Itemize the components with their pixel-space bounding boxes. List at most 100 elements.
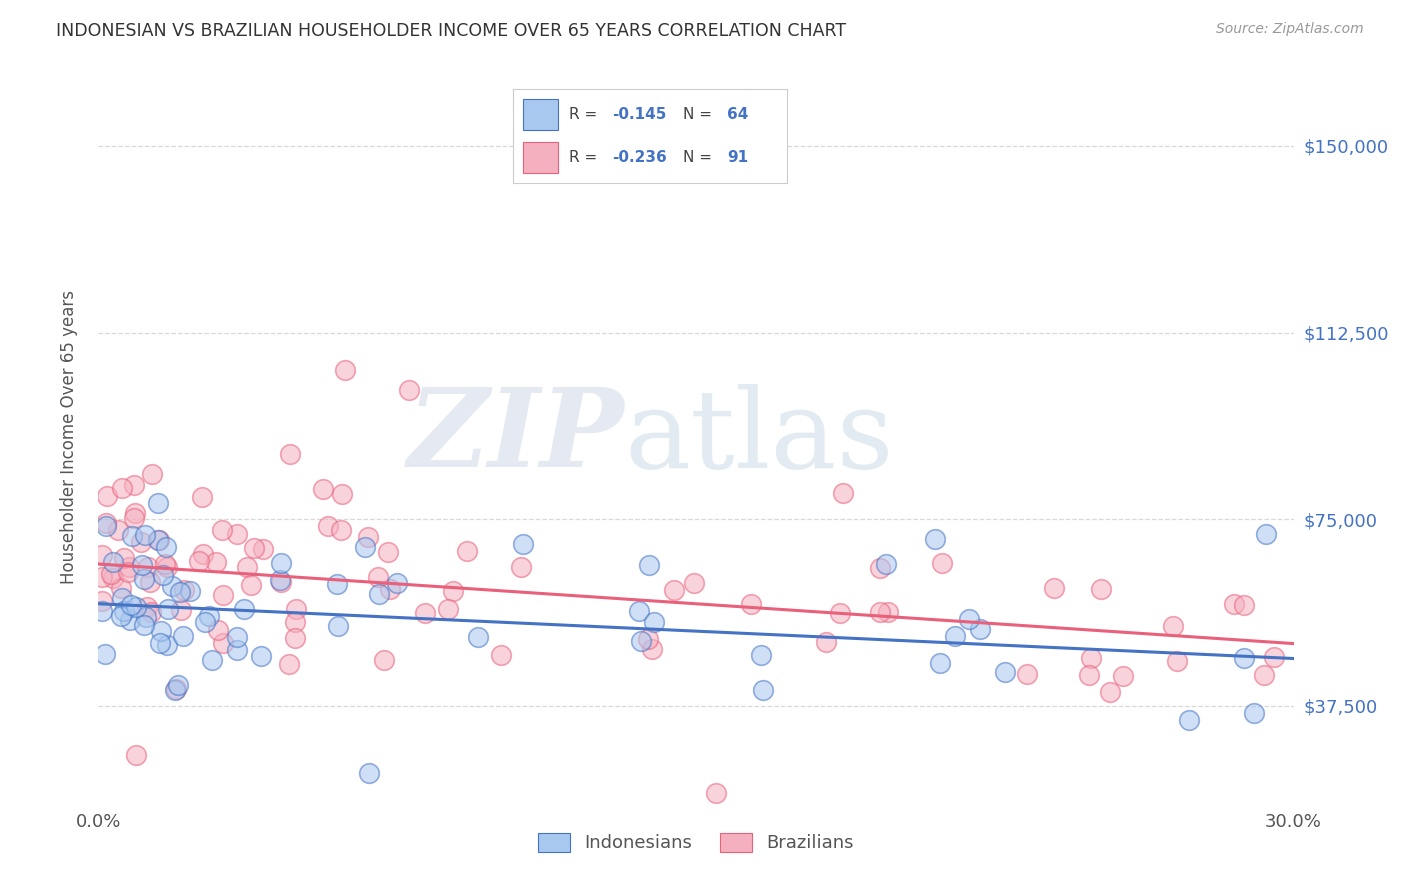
Point	[510, 559, 533, 574]
Text: N =: N =	[683, 150, 717, 165]
Point	[354, 541, 377, 555]
Point	[197, 608, 219, 623]
Point	[270, 556, 292, 570]
Point	[1178, 714, 1201, 728]
Point	[270, 574, 292, 589]
Point	[1263, 650, 1285, 665]
Point	[385, 576, 408, 591]
Point	[243, 541, 266, 556]
Point	[141, 605, 163, 619]
Point	[236, 560, 259, 574]
Point	[122, 478, 145, 492]
Text: Source: ZipAtlas.com: Source: ZipAtlas.com	[1216, 22, 1364, 37]
Point	[269, 573, 291, 587]
Point	[368, 586, 391, 600]
Point	[125, 747, 148, 762]
Point	[751, 648, 773, 662]
Point	[112, 550, 135, 565]
Point	[156, 638, 179, 652]
Point	[190, 490, 212, 504]
Text: 91: 91	[727, 150, 748, 165]
Point	[212, 588, 235, 602]
Point	[359, 766, 381, 780]
Text: atlas: atlas	[624, 384, 894, 491]
Point	[148, 533, 170, 547]
Text: 64: 64	[727, 107, 748, 122]
Point	[638, 558, 661, 572]
Point	[94, 648, 117, 662]
Point	[877, 605, 900, 619]
Point	[249, 649, 271, 664]
Point	[1015, 667, 1038, 681]
Point	[135, 610, 157, 624]
Point	[367, 570, 389, 584]
Point	[398, 383, 420, 397]
Point	[1080, 651, 1102, 665]
Text: R =: R =	[569, 107, 603, 122]
Point	[156, 602, 179, 616]
Point	[91, 548, 114, 562]
Point	[869, 605, 891, 619]
Point	[875, 557, 897, 571]
Point	[326, 577, 349, 591]
Legend: Indonesians, Brazilians: Indonesians, Brazilians	[530, 826, 862, 860]
Point	[1166, 654, 1188, 668]
Point	[211, 523, 233, 537]
Point	[91, 594, 114, 608]
Point	[437, 602, 460, 616]
Point	[456, 543, 478, 558]
Point	[149, 636, 172, 650]
Point	[931, 556, 953, 570]
Point	[1223, 597, 1246, 611]
Point	[284, 615, 307, 629]
Point	[165, 681, 187, 696]
Point	[1112, 668, 1135, 682]
Text: ZIP: ZIP	[408, 384, 624, 491]
Point	[100, 567, 122, 582]
Point	[124, 510, 146, 524]
Point	[150, 624, 173, 638]
Point	[316, 519, 339, 533]
Point	[172, 629, 194, 643]
Point	[226, 630, 249, 644]
Point	[373, 653, 395, 667]
Point	[148, 533, 170, 548]
Point	[156, 560, 179, 574]
FancyBboxPatch shape	[523, 98, 558, 130]
Point	[152, 567, 174, 582]
Text: -0.236: -0.236	[612, 150, 666, 165]
Point	[212, 635, 235, 649]
Point	[252, 542, 274, 557]
Point	[114, 604, 136, 618]
Point	[226, 526, 249, 541]
Point	[101, 571, 124, 585]
Point	[1043, 581, 1066, 595]
Point	[664, 582, 686, 597]
Point	[225, 642, 247, 657]
Point	[1254, 527, 1277, 541]
Point	[740, 598, 762, 612]
Point	[312, 482, 335, 496]
Point	[752, 682, 775, 697]
Point	[1163, 618, 1185, 632]
Text: R =: R =	[569, 150, 603, 165]
Point	[943, 629, 966, 643]
Point	[1233, 650, 1256, 665]
Point	[441, 583, 464, 598]
Point	[641, 642, 664, 657]
Point	[284, 631, 307, 645]
Point	[1253, 668, 1275, 682]
Point	[148, 496, 170, 510]
Point	[129, 535, 152, 549]
Point	[630, 634, 652, 648]
Point	[121, 529, 143, 543]
Point	[101, 555, 124, 569]
Point	[643, 615, 665, 629]
Point	[357, 530, 380, 544]
Point	[165, 683, 187, 698]
Point	[139, 574, 162, 589]
Point	[169, 603, 191, 617]
Point	[120, 599, 142, 613]
Point	[166, 678, 188, 692]
Point	[138, 560, 160, 574]
